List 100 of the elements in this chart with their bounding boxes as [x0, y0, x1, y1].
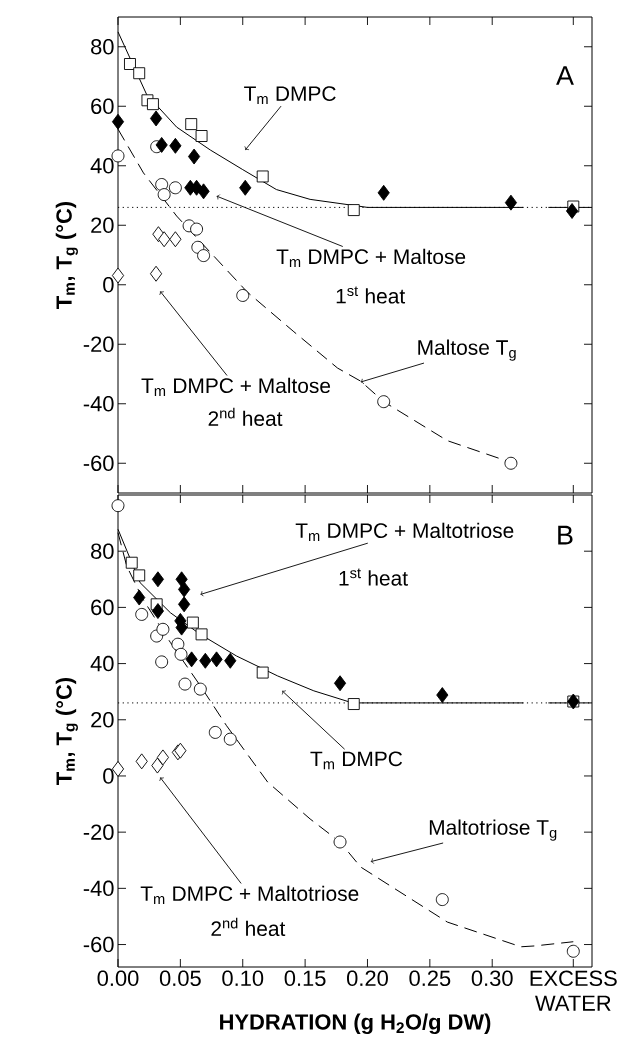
point	[256, 170, 269, 183]
point	[125, 556, 138, 569]
y-tick-label: -20	[83, 824, 114, 840]
x-tick-label: EXCESS WATER	[530, 970, 617, 1011]
point	[155, 655, 169, 669]
point	[195, 130, 208, 142]
x-tick-label: 0.15	[284, 970, 326, 987]
y-tick-label: -40	[83, 395, 114, 412]
y-tick-label: 0	[103, 276, 114, 293]
annotation: T$_{m}$ DMPC	[244, 86, 336, 104]
y-tick-label: 80	[91, 543, 114, 559]
point	[565, 203, 579, 219]
y-axis-title: T$_{m}$, T$_{g}$ (°C)	[55, 677, 78, 785]
point	[135, 607, 149, 621]
point	[377, 395, 391, 409]
point	[377, 184, 390, 201]
point	[435, 893, 449, 907]
point	[111, 113, 125, 130]
point	[185, 118, 198, 131]
point	[178, 596, 191, 613]
point	[224, 652, 237, 669]
annotation: 1$^{st}$ heat	[336, 286, 406, 304]
point	[347, 204, 360, 217]
x-tick-label: 0.05	[159, 970, 201, 987]
point	[111, 499, 125, 513]
point	[347, 698, 360, 710]
text: B	[558, 525, 573, 545]
y-tick-label: 60	[91, 599, 114, 616]
text: A	[556, 66, 574, 85]
point	[236, 289, 250, 302]
annotation: Maltose T$_{g}$	[418, 339, 516, 361]
point	[190, 222, 204, 236]
point	[151, 571, 164, 588]
point	[178, 677, 192, 691]
point	[504, 194, 517, 211]
x-tick-label: 0.30	[471, 970, 513, 987]
point	[193, 682, 207, 696]
point	[174, 647, 188, 661]
point	[208, 725, 222, 739]
point	[197, 249, 211, 263]
point	[504, 456, 518, 470]
x-tick-label: 0.00	[97, 970, 139, 987]
x-tick-label: 0.10	[222, 970, 264, 987]
point	[149, 110, 163, 127]
y-tick-label: 20	[91, 712, 114, 728]
point	[188, 148, 201, 165]
point	[135, 753, 148, 770]
x-tick-label: 0.25	[409, 970, 451, 987]
point	[158, 231, 171, 248]
annotation: T$_{m}$ DMPC + Maltotriose	[140, 885, 359, 904]
point	[178, 581, 191, 598]
point	[333, 835, 347, 849]
point	[256, 666, 269, 679]
y-tick-label: 40	[90, 157, 114, 174]
annotation: T$_{m}$ DMPC + Maltose	[141, 377, 331, 396]
point	[151, 757, 164, 774]
y-tick-label: -60	[83, 936, 114, 953]
point	[436, 687, 449, 703]
annotation: 2$^{nd}$ heat	[211, 917, 286, 937]
y-tick-label: 0	[103, 768, 114, 784]
y-tick-label: 40	[90, 655, 114, 672]
annotation: 1$^{st}$ heat	[339, 568, 408, 586]
point	[566, 944, 580, 958]
annotation: T$_{m}$ DMPC	[310, 751, 403, 770]
point	[133, 589, 146, 606]
point	[186, 616, 199, 629]
point	[168, 181, 182, 195]
annotation: T$_{m}$ DMPC + Maltotriose	[295, 522, 514, 541]
y-tick-label: -20	[83, 336, 114, 353]
y-axis-title: T$_{m}$, T$_{g}$ (°C)	[55, 201, 78, 309]
point	[333, 675, 347, 692]
y-tick-label: -60	[83, 455, 114, 472]
point	[157, 188, 171, 202]
point	[155, 136, 168, 153]
point	[133, 569, 146, 582]
point	[133, 67, 146, 80]
y-tick-label: -40	[83, 880, 114, 897]
point	[146, 98, 159, 111]
point	[185, 651, 198, 668]
y-tick-label: 80	[91, 38, 114, 55]
y-tick-label: 20	[91, 217, 114, 234]
point	[149, 265, 163, 282]
annotation: Maltotriose T$_{g}$	[429, 819, 557, 841]
point	[169, 137, 182, 154]
point	[195, 628, 208, 641]
point	[156, 749, 169, 766]
point	[223, 732, 237, 746]
x-axis-title: HYDRATION (g H$_{2}$O/g DW)	[220, 1013, 491, 1035]
point	[151, 603, 164, 619]
point	[239, 179, 252, 196]
point	[156, 622, 170, 636]
point	[199, 652, 212, 669]
point	[210, 651, 223, 668]
point	[169, 231, 182, 248]
point	[171, 637, 185, 651]
point	[124, 58, 136, 70]
annotation: 2$^{nd}$ heat	[208, 407, 283, 426]
x-tick-label: 0.20	[347, 970, 388, 987]
point	[197, 183, 210, 200]
annotation: T$_{m}$ DMPC + Maltose	[276, 248, 466, 267]
